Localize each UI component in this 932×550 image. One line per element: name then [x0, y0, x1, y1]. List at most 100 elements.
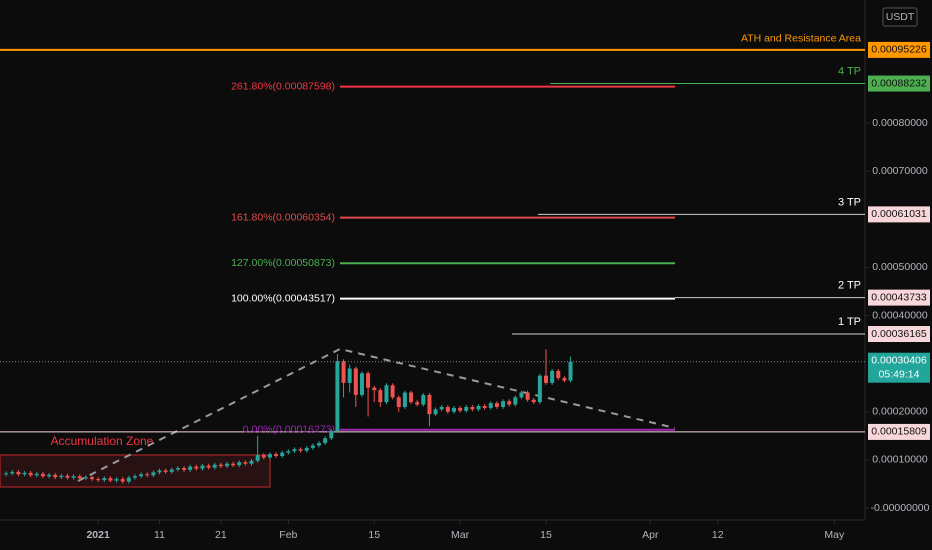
candle-body: [353, 368, 358, 395]
candle-body: [359, 373, 364, 395]
fib-label: 127.00%(0.00050873): [231, 257, 335, 269]
candle-body: [409, 392, 414, 403]
candle-body: [126, 477, 131, 482]
fib-label: 261.80%(0.00087598): [231, 80, 335, 92]
candle-body: [120, 479, 125, 482]
candle-body: [384, 385, 389, 403]
price-tag: [868, 41, 930, 58]
candle-body: [145, 474, 150, 476]
target-label: 3 TP: [838, 196, 861, 208]
price-tag: [868, 206, 930, 223]
candle-body: [151, 472, 156, 476]
candle-body: [439, 406, 444, 410]
candle-body: [175, 468, 180, 470]
candle-body: [169, 469, 174, 472]
candle-body: [22, 472, 27, 475]
candle-body: [59, 475, 64, 478]
candle-body: [421, 394, 426, 405]
candle-body: [249, 460, 254, 464]
y-tick-label: 0.00040000: [872, 309, 928, 321]
candle-body: [47, 474, 52, 477]
candle-body: [501, 401, 506, 407]
candle-body: [108, 478, 113, 481]
candle-body: [237, 462, 242, 466]
candle-body: [132, 476, 137, 478]
candle-body: [71, 476, 76, 478]
candle-body: [224, 463, 229, 467]
candle-body: [304, 447, 309, 451]
candle-body: [200, 465, 205, 469]
countdown: 05:49:14: [879, 368, 920, 380]
candle-body: [286, 451, 291, 453]
candle-body: [390, 385, 395, 398]
candle-body: [366, 373, 371, 388]
candle-body: [188, 466, 193, 470]
fib-label: 0.00%(0.00016273): [243, 423, 335, 435]
x-tick-label: Apr: [642, 529, 659, 541]
candle-body: [310, 445, 315, 448]
candle-body: [65, 475, 70, 478]
candle-body: [525, 392, 530, 400]
price-tag: [868, 326, 930, 343]
candle-body: [458, 407, 463, 411]
candle-body: [568, 361, 573, 381]
candle-body: [488, 403, 493, 408]
candle-body: [114, 479, 119, 481]
candle-body: [4, 473, 9, 475]
x-tick-label: Mar: [451, 529, 470, 541]
candle-body: [531, 399, 536, 403]
x-tick-label: 12: [712, 529, 724, 541]
candle-body: [231, 463, 236, 466]
candle-body: [218, 464, 223, 467]
price-tag-label: 0.00015809: [871, 426, 927, 438]
candle-body: [562, 378, 567, 381]
y-tick-label: 0.00080000: [872, 117, 928, 129]
candle-body: [77, 476, 82, 479]
candle-body: [40, 473, 45, 477]
candle-body: [255, 455, 260, 461]
candle-body: [335, 361, 340, 432]
candle-body: [139, 474, 144, 477]
candle-body: [507, 401, 512, 405]
price-tag: [868, 75, 930, 92]
candle-body: [537, 375, 542, 403]
candle-body: [556, 370, 561, 379]
candle-body: [16, 471, 21, 475]
price-tag: [868, 423, 930, 440]
x-tick-label: 11: [154, 529, 165, 541]
currency-box: [882, 7, 918, 27]
candle-body: [513, 397, 518, 405]
candle-body: [378, 390, 383, 403]
candle-body: [476, 405, 481, 410]
last-price-tag: [868, 352, 930, 383]
target-label: 4 TP: [838, 65, 861, 77]
candle-body: [163, 470, 168, 472]
y-tick-label: 0.00070000: [872, 165, 928, 177]
candle-body: [433, 409, 438, 415]
zone-label: Accumulation Zone: [51, 434, 154, 448]
y-tick-label: 0.00050000: [872, 261, 928, 273]
candle-body: [470, 406, 475, 410]
triangle-pattern: [77, 347, 676, 482]
y-tick-label: -0.00000000: [871, 502, 930, 514]
candle-body: [212, 464, 217, 468]
candle-body: [323, 438, 328, 444]
candle-body: [427, 394, 432, 415]
candle-body: [298, 449, 303, 451]
candle-body: [550, 370, 555, 383]
price-tag-label: 0.00061031: [871, 208, 927, 220]
candle-body: [157, 470, 162, 473]
candle-body: [206, 465, 211, 468]
price-tag-label: 0.00043733: [871, 291, 927, 303]
candle-body: [292, 449, 297, 452]
candle-body: [396, 397, 401, 407]
candle-body: [519, 392, 524, 398]
x-tick-label: 15: [540, 529, 552, 541]
candle-body: [372, 387, 377, 391]
candle-body: [28, 472, 33, 476]
target-label: 1 TP: [838, 316, 861, 328]
candle-body: [96, 479, 101, 481]
x-tick-label: 21: [215, 529, 227, 541]
